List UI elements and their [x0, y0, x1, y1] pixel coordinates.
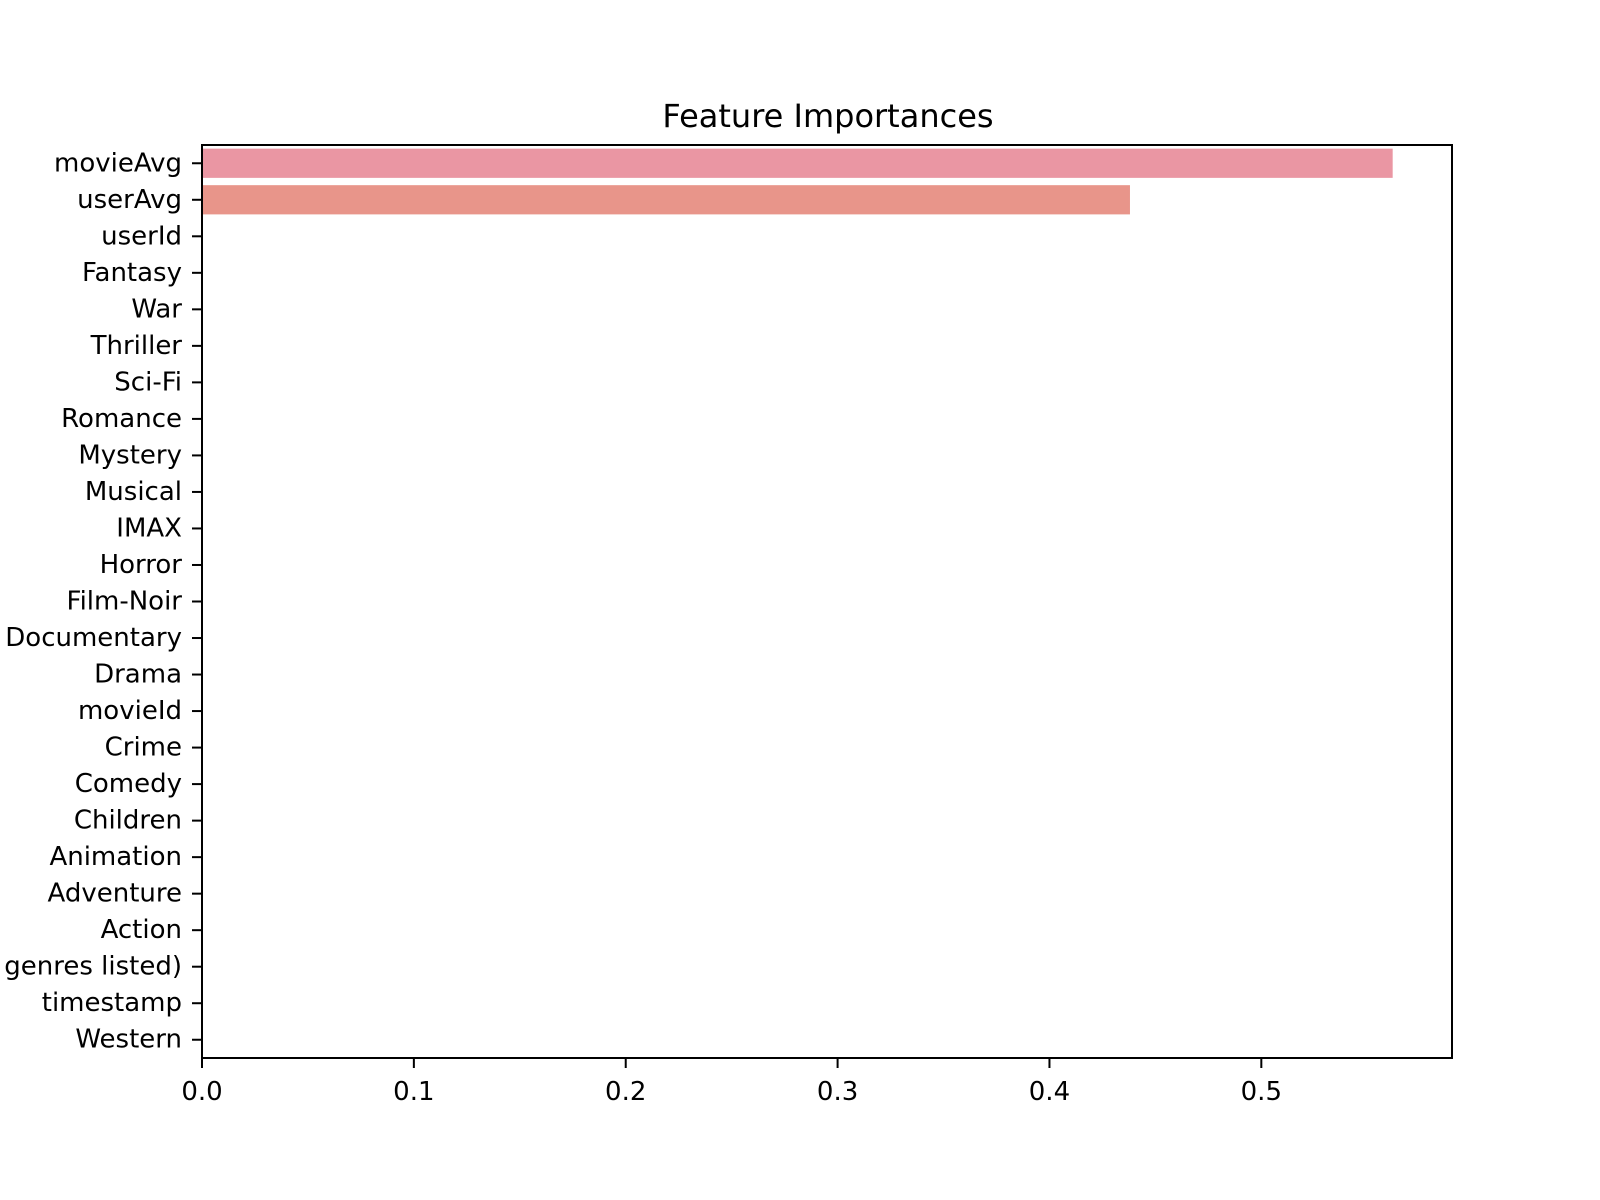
y-tick-label: (no genres listed) — [0, 952, 182, 982]
y-tick-label: Film-Noir — [67, 587, 183, 617]
x-tick-label: 0.4 — [1029, 1077, 1070, 1107]
y-tick-label: Western — [75, 1025, 182, 1055]
y-tick-label: Crime — [105, 733, 182, 763]
y-tick-label: Adventure — [48, 879, 182, 909]
y-tick-label: timestamp — [42, 988, 182, 1018]
bar-useravg — [202, 185, 1130, 215]
y-tick-label: Drama — [94, 660, 182, 690]
x-tick-label: 0.3 — [817, 1077, 858, 1107]
y-tick-label: movieId — [78, 696, 182, 726]
y-tick-label: Comedy — [75, 769, 182, 799]
x-tick-label: 0.2 — [605, 1077, 646, 1107]
y-tick-label: Fantasy — [82, 258, 182, 288]
bars-group — [202, 148, 1393, 215]
y-tick-label: Animation — [49, 842, 182, 872]
x-tick-label: 0.1 — [393, 1077, 434, 1107]
bar-movieavg — [202, 148, 1393, 178]
y-tick-label: Romance — [61, 404, 182, 434]
y-tick-label: movieAvg — [54, 148, 182, 178]
y-tick-label: Children — [74, 806, 182, 836]
y-tick-label: Mystery — [78, 440, 182, 470]
plot-frame — [201, 144, 1453, 1059]
y-tick-label: Sci-Fi — [114, 367, 182, 397]
y-tick-label: Horror — [100, 550, 183, 580]
y-tick-label: Documentary — [5, 623, 182, 653]
y-tick-label: Action — [101, 915, 182, 945]
y-tick-label: userId — [101, 221, 182, 251]
y-tick-label: Musical — [85, 477, 182, 507]
y-tick-label: Thriller — [90, 331, 183, 361]
chart-title: Feature Importances — [662, 97, 993, 135]
y-tick-label: IMAX — [116, 513, 182, 543]
x-tick-label: 0.0 — [181, 1077, 222, 1107]
y-tick-label: userAvg — [77, 185, 182, 215]
x-axis: 0.0 0.1 0.2 0.3 0.4 0.5 — [181, 1058, 1282, 1107]
x-tick-label: 0.5 — [1241, 1077, 1282, 1107]
y-axis: movieAvg userAvg userId Fantasy War Thriller S… — [0, 148, 202, 1055]
y-tick-label: War — [131, 294, 182, 324]
